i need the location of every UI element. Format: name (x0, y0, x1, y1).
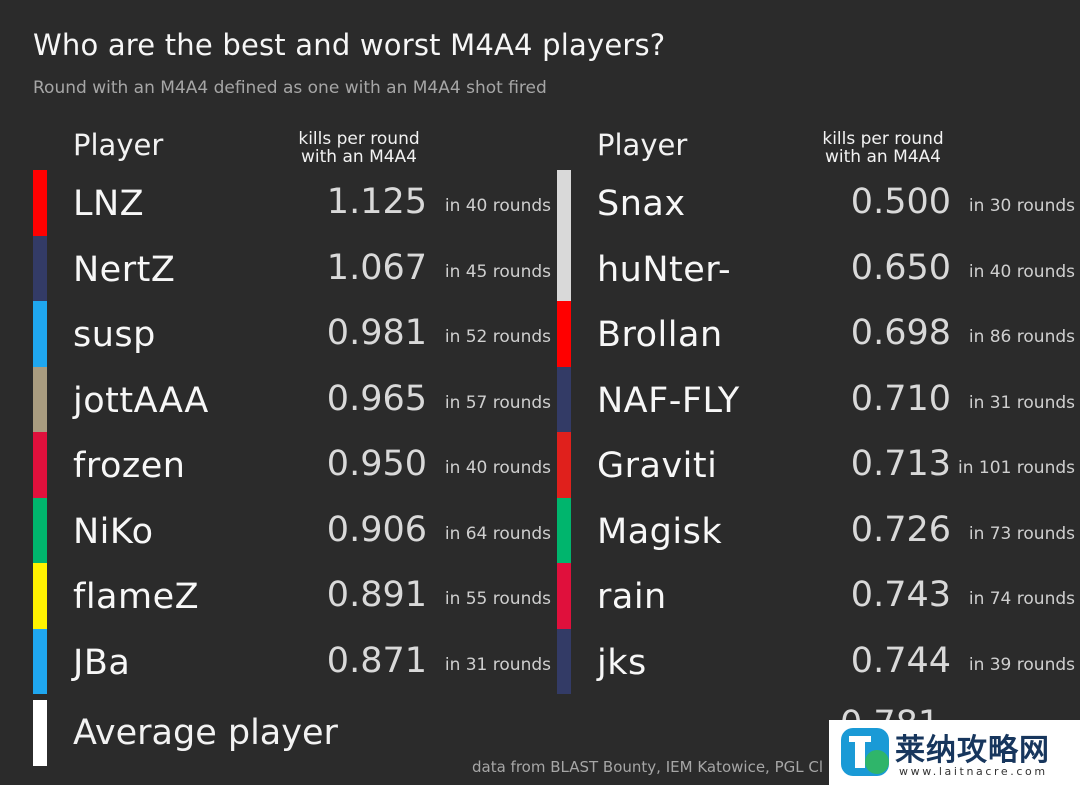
player-kpr: 1.125 (326, 182, 427, 222)
player-color-swatch (33, 628, 47, 694)
player-color-swatch (557, 563, 571, 629)
player-rounds: in 30 rounds (968, 196, 1075, 216)
table-row: jottAAA 0.965 in 57 rounds (33, 366, 553, 432)
player-color-swatch (33, 563, 47, 629)
header-kpr-right: kills per round with an M4A4 (822, 129, 944, 167)
player-name: frozen (73, 446, 186, 486)
player-name: Snax (597, 184, 686, 224)
player-name: jks (597, 642, 647, 683)
table-row: Brollan 0.698 in 86 rounds (557, 301, 1077, 367)
player-kpr: 0.891 (326, 575, 427, 615)
chart-subtitle: Round with an M4A4 defined as one with a… (33, 78, 547, 98)
player-color-swatch (557, 432, 571, 498)
player-name: flameZ (73, 577, 200, 617)
player-rounds: in 31 rounds (444, 654, 551, 675)
player-kpr: 1.067 (326, 247, 427, 288)
player-color-swatch (557, 170, 571, 236)
player-color-swatch (33, 301, 47, 367)
player-rounds: in 39 rounds (968, 654, 1075, 675)
data-source-note: data from BLAST Bounty, IEM Katowice, PG… (472, 758, 824, 776)
table-row: rain 0.743 in 74 rounds (557, 563, 1077, 629)
player-kpr: 0.871 (326, 640, 427, 681)
table-row: Snax 0.500 in 30 rounds (557, 170, 1077, 236)
player-rounds: in 40 rounds (444, 196, 551, 216)
player-color-swatch (33, 170, 47, 236)
player-rounds: in 74 rounds (968, 589, 1075, 609)
player-rounds: in 40 rounds (968, 261, 1075, 282)
player-name: jottAAA (73, 380, 209, 421)
player-rounds: in 45 rounds (444, 261, 551, 282)
player-color-swatch (557, 497, 571, 563)
player-kpr: 0.965 (326, 378, 427, 419)
player-kpr: 0.650 (850, 247, 951, 288)
player-name: JBa (73, 642, 131, 683)
player-kpr: 0.906 (326, 509, 427, 550)
table-row: frozen 0.950 in 40 rounds (33, 432, 553, 498)
average-player-label: Average player (73, 713, 338, 753)
player-name: NertZ (73, 249, 176, 290)
player-name: susp (73, 315, 156, 355)
table-row: Magisk 0.726 in 73 rounds (557, 497, 1077, 563)
player-rounds: in 52 rounds (444, 327, 551, 347)
player-kpr: 0.698 (850, 313, 951, 353)
player-color-swatch (557, 628, 571, 694)
chart-title: Who are the best and worst M4A4 players? (33, 28, 666, 62)
header-player-left: Player (73, 128, 164, 162)
player-name: Magisk (597, 511, 723, 552)
player-name: Graviti (597, 446, 718, 486)
header-kpr-left: kills per round with an M4A4 (298, 129, 420, 167)
player-kpr: 0.500 (850, 182, 951, 222)
player-kpr: 0.744 (850, 640, 951, 681)
player-rounds: in 31 rounds (968, 392, 1075, 413)
average-swatch (33, 700, 47, 766)
player-kpr: 0.981 (326, 313, 427, 353)
player-name: NAF-FLY (597, 380, 740, 421)
watermark-text: 莱纳攻略网 (895, 733, 1050, 768)
player-rounds: in 101 rounds (958, 458, 1075, 478)
player-rounds: in 73 rounds (968, 523, 1075, 544)
table-row: NiKo 0.906 in 64 rounds (33, 497, 553, 563)
player-kpr: 0.743 (850, 575, 951, 615)
player-color-swatch (557, 235, 571, 301)
table-row: NAF-FLY 0.710 in 31 rounds (557, 366, 1077, 432)
player-color-swatch (557, 301, 571, 367)
player-color-swatch (33, 235, 47, 301)
player-name: rain (597, 577, 667, 617)
player-rounds: in 86 rounds (968, 327, 1075, 347)
player-name: LNZ (73, 184, 145, 224)
player-color-swatch (33, 366, 47, 432)
table-row: huNter- 0.650 in 40 rounds (557, 235, 1077, 301)
table-row: NertZ 1.067 in 45 rounds (33, 235, 553, 301)
player-color-swatch (557, 366, 571, 432)
player-color-swatch (33, 432, 47, 498)
player-rounds: in 57 rounds (444, 392, 551, 413)
table-row: LNZ 1.125 in 40 rounds (33, 170, 553, 236)
table-row: JBa 0.871 in 31 rounds (33, 628, 553, 694)
header-player-right: Player (597, 128, 688, 162)
player-rounds: in 40 rounds (444, 458, 551, 478)
player-rounds: in 64 rounds (444, 523, 551, 544)
player-kpr: 0.950 (326, 444, 427, 484)
player-name: Brollan (597, 315, 723, 355)
player-kpr: 0.713 (850, 444, 951, 484)
watermark-logo-icon (841, 728, 889, 776)
player-name: huNter- (597, 249, 732, 290)
player-kpr: 0.710 (850, 378, 951, 419)
player-name: NiKo (73, 511, 154, 552)
watermark: 莱纳攻略网 www.laitnacre.com (829, 720, 1080, 785)
table-row: jks 0.744 in 39 rounds (557, 628, 1077, 694)
table-row: Graviti 0.713 in 101 rounds (557, 432, 1077, 498)
player-rounds: in 55 rounds (444, 589, 551, 609)
table-row: flameZ 0.891 in 55 rounds (33, 563, 553, 629)
watermark-url: www.laitnacre.com (899, 765, 1048, 778)
player-color-swatch (33, 497, 47, 563)
table-row: susp 0.981 in 52 rounds (33, 301, 553, 367)
player-kpr: 0.726 (850, 509, 951, 550)
